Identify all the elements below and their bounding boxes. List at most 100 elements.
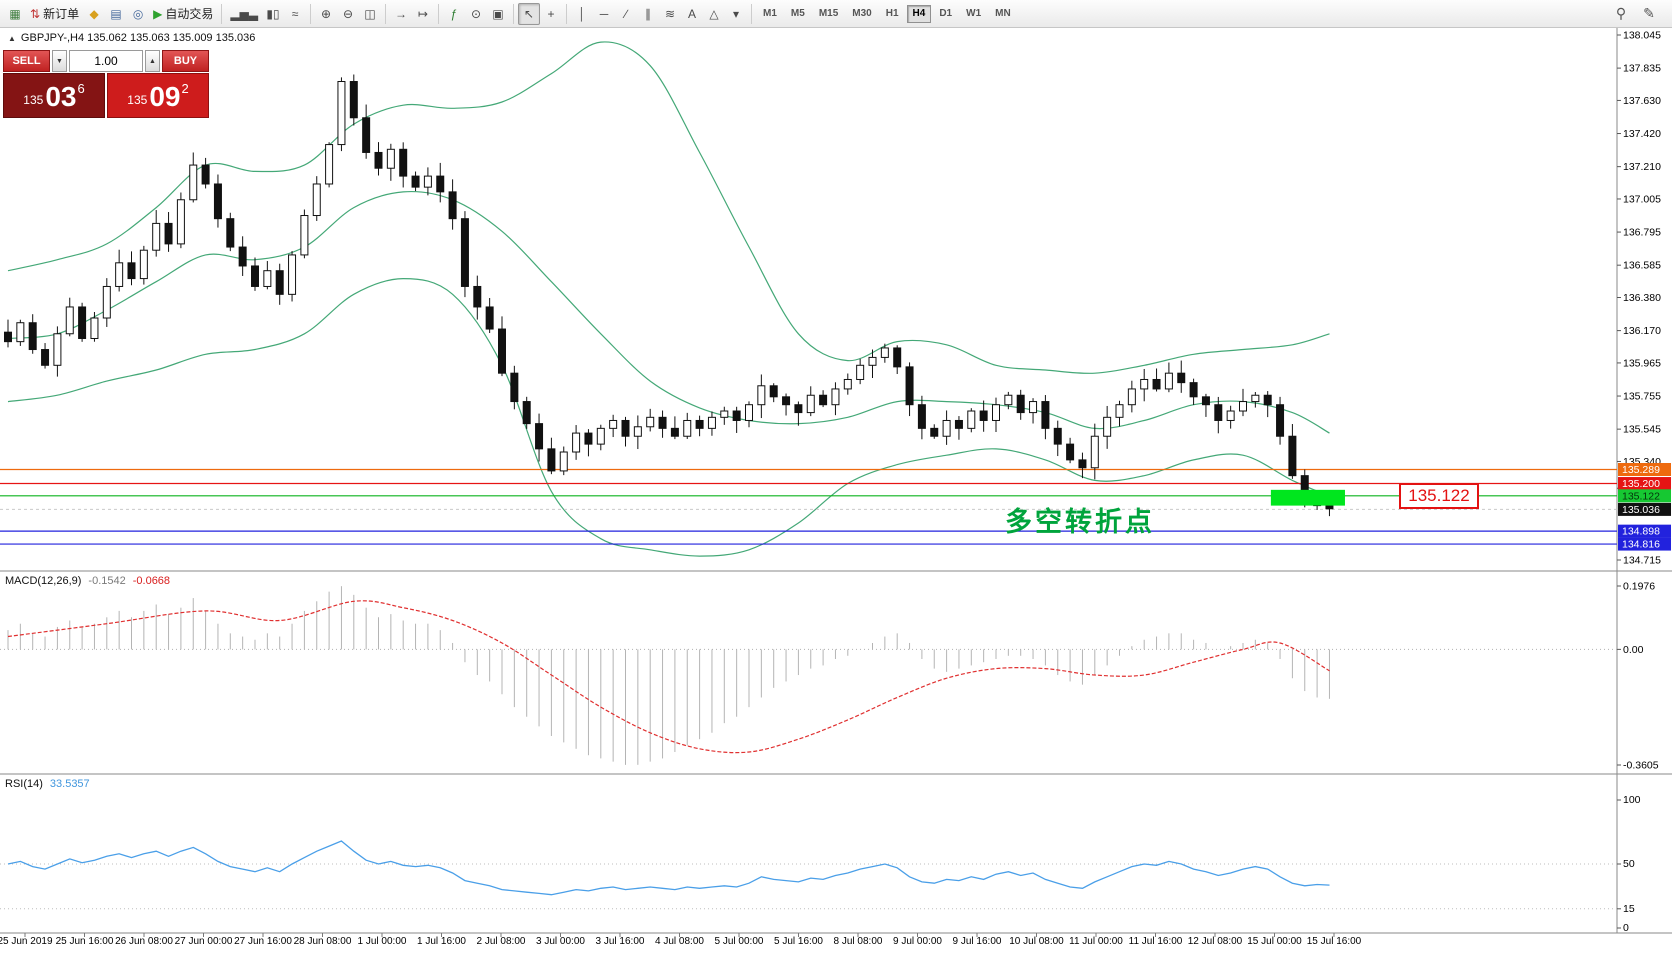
bar-chart-icon: ▂▅▃ bbox=[230, 6, 259, 21]
fibonacci-button[interactable]: ≋ bbox=[659, 3, 681, 25]
candle-body bbox=[1115, 404, 1124, 418]
candle-body bbox=[633, 426, 642, 437]
candle-body bbox=[1251, 394, 1260, 403]
horizontal-line-button[interactable]: ─ bbox=[593, 3, 615, 25]
new-order-button[interactable]: ⇅ 新订单 bbox=[26, 3, 83, 25]
auto-scroll-icon: → bbox=[395, 6, 408, 21]
price-axis-tick-label: 136.585 bbox=[1623, 260, 1661, 272]
candle-body bbox=[559, 451, 568, 472]
volume-input[interactable] bbox=[69, 50, 143, 72]
quick-edit-icon: ✎ bbox=[1643, 5, 1655, 21]
timeframe-m30-button[interactable]: M30 bbox=[852, 8, 872, 19]
volume-decrease-button[interactable]: ▼ bbox=[52, 50, 67, 72]
candle-body bbox=[819, 394, 828, 406]
candle-body bbox=[485, 306, 494, 330]
timeframe-m15-button[interactable]: M15 bbox=[818, 8, 839, 19]
time-axis-label: 10 Jul 08:00 bbox=[1009, 936, 1064, 947]
candle-body bbox=[1004, 394, 1013, 406]
candle-body bbox=[213, 183, 222, 220]
equidistant-channel-button[interactable]: ∥ bbox=[637, 3, 659, 25]
timeframe-h4-button[interactable]: H4 bbox=[906, 4, 932, 23]
navigator-icon: ◎ bbox=[132, 6, 144, 21]
time-axis-label: 8 Jul 08:00 bbox=[834, 936, 883, 947]
timeframe-m5-button[interactable]: M5 bbox=[790, 8, 805, 19]
candle-body bbox=[1029, 401, 1038, 414]
navigator-button[interactable]: ◎ bbox=[127, 3, 149, 25]
candle-body bbox=[707, 416, 716, 429]
tile-windows-button[interactable]: ◫ bbox=[359, 3, 381, 25]
zoom-out-button[interactable]: ⊖ bbox=[337, 3, 359, 25]
bollinger-bands bbox=[7, 41, 1330, 557]
new-chart-button[interactable]: ▦ bbox=[4, 3, 26, 25]
candle-body bbox=[794, 404, 803, 414]
sell-price-button[interactable]: 135 03 6 bbox=[3, 73, 105, 118]
candle-body bbox=[930, 427, 939, 437]
autotrading-button[interactable]: ▶ 自动交易 bbox=[149, 3, 217, 25]
time-axis-label: 3 Jul 00:00 bbox=[536, 936, 585, 947]
tile-windows-icon: ◫ bbox=[364, 6, 376, 21]
volume-increase-button[interactable]: ▲ bbox=[145, 50, 160, 72]
search-button[interactable]: ⚲ bbox=[1610, 3, 1632, 25]
auto-scroll-button[interactable]: → bbox=[390, 3, 412, 25]
text-label-button[interactable]: A bbox=[681, 3, 703, 25]
candle-body bbox=[979, 410, 988, 421]
timeframe-m1-button[interactable]: M1 bbox=[763, 8, 777, 19]
time-axis-label: 11 Jul 00:00 bbox=[1069, 936, 1123, 947]
sell-button[interactable]: SELL bbox=[3, 50, 50, 72]
zoom-in-button[interactable]: ⊕ bbox=[315, 3, 337, 25]
templates-button[interactable]: ▣ bbox=[487, 3, 509, 25]
timeframe-w1-button[interactable]: W1 bbox=[966, 8, 982, 19]
timeframe-mn-button[interactable]: MN bbox=[995, 8, 1011, 19]
time-axis-label: 15 Jul 16:00 bbox=[1307, 936, 1362, 947]
timeframe-h1-button[interactable]: H1 bbox=[885, 8, 899, 19]
candle-body bbox=[460, 218, 469, 287]
trendline-button[interactable]: ∕ bbox=[615, 3, 637, 25]
candle-body bbox=[16, 322, 25, 343]
market-watch-button[interactable]: ◆ bbox=[83, 3, 105, 25]
candle-body bbox=[720, 410, 729, 418]
time-axis-label: 11 Jul 16:00 bbox=[1129, 936, 1183, 947]
timeframe-d1-button[interactable]: D1 bbox=[939, 8, 953, 19]
arrows-button[interactable]: △ bbox=[703, 3, 725, 25]
quick-edit-button[interactable]: ✎ bbox=[1638, 3, 1660, 25]
candle-body bbox=[510, 372, 519, 403]
periods-button[interactable]: ⊙ bbox=[465, 3, 487, 25]
data-window-button[interactable]: ▤ bbox=[105, 3, 127, 25]
bar-chart-button[interactable]: ▂▅▃ bbox=[226, 3, 262, 25]
candle-body bbox=[1041, 401, 1050, 429]
candle-body bbox=[251, 265, 259, 287]
price-axis-tick-label: 136.170 bbox=[1623, 325, 1661, 337]
time-axis-label: 3 Jul 16:00 bbox=[596, 936, 645, 947]
macd-histogram bbox=[7, 586, 1330, 765]
vertical-line-button[interactable]: │ bbox=[571, 3, 593, 25]
candle-body bbox=[300, 215, 309, 256]
cursor-button[interactable]: ↖ bbox=[518, 2, 541, 25]
buy-price-prefix: 135 bbox=[127, 93, 148, 107]
candle-body bbox=[362, 117, 371, 153]
price-callout-annotation[interactable]: 135.122 bbox=[1399, 483, 1479, 509]
candlestick-chart-button[interactable]: ▮▯ bbox=[262, 3, 284, 25]
candle-body bbox=[41, 349, 50, 366]
chart-shift-button[interactable]: ↦ bbox=[412, 3, 434, 25]
candle-body bbox=[102, 285, 111, 319]
candle-body bbox=[757, 385, 766, 406]
candle-body bbox=[967, 410, 976, 429]
line-chart-button[interactable]: ≈ bbox=[284, 3, 306, 25]
candle-body bbox=[646, 416, 655, 428]
candle-body bbox=[609, 419, 618, 429]
indicators-button[interactable]: ƒ bbox=[443, 3, 465, 25]
candle-body bbox=[880, 347, 889, 358]
highlight-rectangle-object[interactable] bbox=[1270, 489, 1345, 506]
buy-price-button[interactable]: 135 09 2 bbox=[107, 73, 209, 118]
turning-point-annotation[interactable]: 多空转折点 bbox=[1005, 507, 1155, 537]
buy-price-sup: 2 bbox=[181, 81, 189, 96]
objects-list-button[interactable]: ▾ bbox=[725, 3, 747, 25]
autotrading-icon: ▶ bbox=[153, 6, 163, 21]
buy-button[interactable]: BUY bbox=[162, 50, 209, 72]
new-chart-icon: ▦ bbox=[9, 6, 21, 21]
time-axis-label: 27 Jun 00:00 bbox=[175, 936, 233, 947]
toolbar: ▦ ⇅ 新订单 ◆ ▤ ◎ ▶ 自动交易 ▂▅▃ ▮▯ ≈ ⊕ ⊖ ◫ → ↦ ƒ ⊙ ▣ ↖ + │ ─ ∕ ∥ ≋ A △ ▾ M1… bbox=[0, 0, 1672, 28]
price-axis-marker-label: 134.898 bbox=[1622, 526, 1660, 538]
crosshair-button[interactable]: + bbox=[540, 3, 562, 25]
